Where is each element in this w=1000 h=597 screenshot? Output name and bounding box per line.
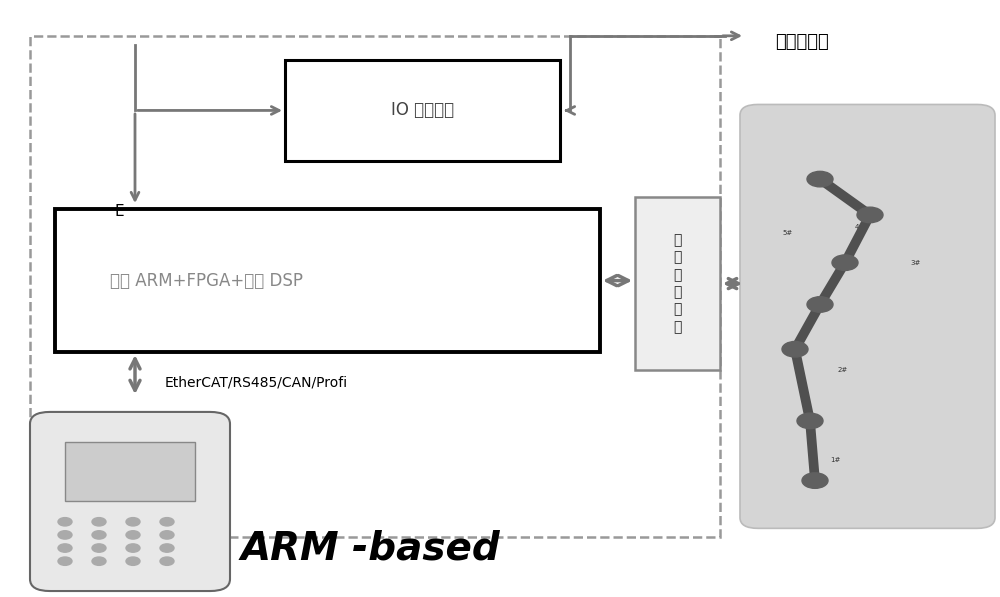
Circle shape [92,544,106,552]
Bar [30,36,720,537]
Bar [285,60,560,161]
Circle shape [126,518,140,526]
Text: IO 扩展模块: IO 扩展模块 [391,101,454,119]
Text: 电
机
伺
服
驱
动: 电 机 伺 服 驱 动 [673,233,682,334]
Circle shape [126,557,140,565]
Text: 1#: 1# [830,457,840,463]
Circle shape [92,518,106,526]
Text: 多核 ARM+FPGA+多核 DSP: 多核 ARM+FPGA+多核 DSP [110,272,303,290]
Circle shape [58,557,72,565]
Bar [635,197,720,370]
Circle shape [160,544,174,552]
Circle shape [782,341,808,357]
FancyBboxPatch shape [740,104,995,528]
Circle shape [160,531,174,539]
Circle shape [160,557,174,565]
Circle shape [160,518,174,526]
Text: ARM -based: ARM -based [240,529,500,567]
Circle shape [832,255,858,270]
Text: 2#: 2# [838,367,848,373]
Circle shape [92,557,106,565]
Circle shape [807,171,833,187]
Circle shape [807,297,833,312]
Circle shape [857,207,883,223]
Text: 4#: 4# [855,224,865,230]
Circle shape [802,473,828,488]
Text: 5#: 5# [782,230,792,236]
Text: E: E [115,204,125,220]
Circle shape [58,518,72,526]
Circle shape [58,544,72,552]
Bar [55,209,600,352]
Bar [65,442,195,501]
Text: EtherCAT/RS485/CAN/Profi: EtherCAT/RS485/CAN/Profi [165,375,348,389]
Text: 3#: 3# [910,260,920,266]
Circle shape [797,413,823,429]
Text: 未端执行器: 未端执行器 [775,33,829,51]
Circle shape [92,531,106,539]
Circle shape [58,531,72,539]
FancyBboxPatch shape [30,412,230,591]
Circle shape [126,544,140,552]
Circle shape [126,531,140,539]
